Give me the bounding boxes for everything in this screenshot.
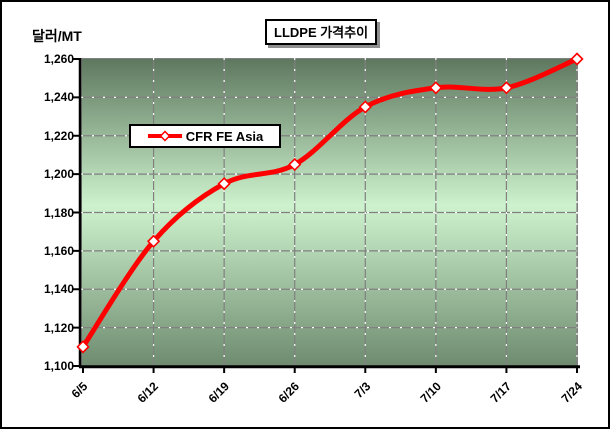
x-axis-label: 7/10 bbox=[417, 379, 444, 406]
x-axis-label: 6/19 bbox=[205, 379, 232, 406]
y-axis-label: 1,200 bbox=[43, 167, 74, 182]
x-axis-label: 6/26 bbox=[275, 379, 303, 406]
x-axis-label: 7/3 bbox=[351, 379, 373, 401]
legend-label: CFR FE Asia bbox=[185, 128, 264, 144]
y-axis-label: 1,240 bbox=[43, 90, 74, 105]
y-axis-label: 1,160 bbox=[43, 243, 74, 258]
chart-title: LLDPE 가격추이 bbox=[265, 19, 378, 45]
legend-box: CFR FE Asia bbox=[129, 124, 281, 148]
y-axis-label: 1,180 bbox=[43, 205, 74, 220]
y-axis-label: 1,220 bbox=[43, 128, 74, 143]
y-axis-unit-label: 달러/MT bbox=[32, 28, 82, 44]
y-axis-label: 1,140 bbox=[43, 282, 74, 297]
y-axis-label: 1,260 bbox=[43, 52, 74, 66]
plot-area bbox=[81, 58, 578, 366]
y-axis-label: 1,120 bbox=[43, 320, 74, 335]
x-axis-label: 6/5 bbox=[68, 379, 91, 401]
y-axis-label: 1,100 bbox=[43, 359, 74, 373]
legend-series-marker-icon bbox=[147, 130, 182, 142]
x-axis-label: 7/17 bbox=[487, 379, 515, 406]
x-axis-label: 6/12 bbox=[134, 379, 162, 406]
x-axis-label: 7/24 bbox=[558, 379, 585, 406]
